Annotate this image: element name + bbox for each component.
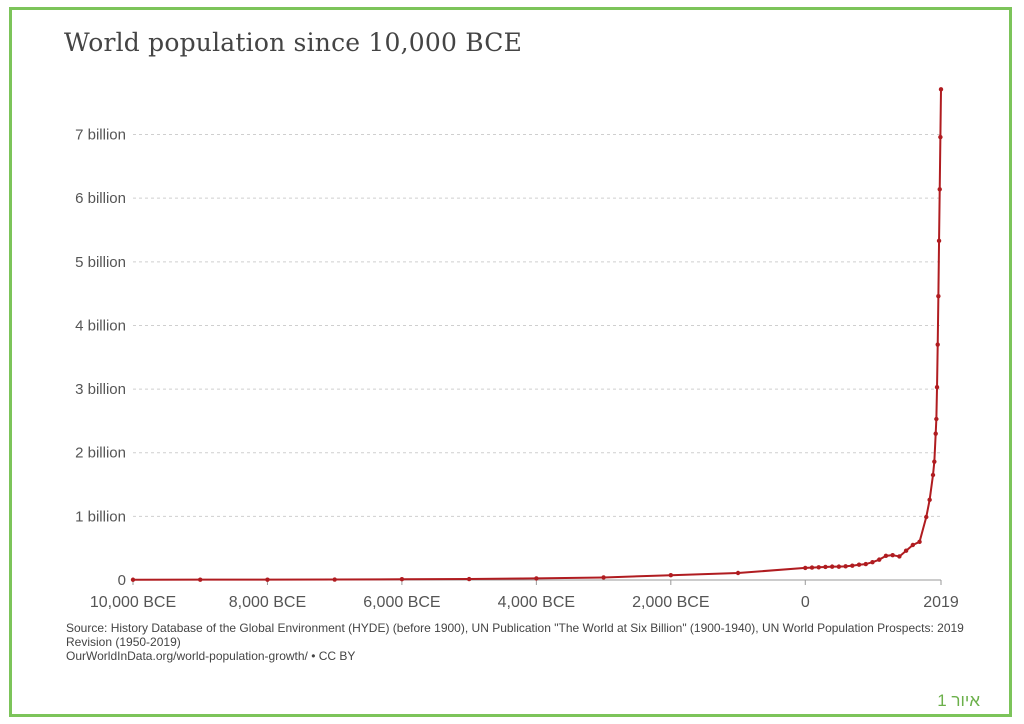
data-point: [937, 187, 942, 192]
data-point: [883, 553, 889, 559]
y-tick-label: 6 billion: [75, 190, 126, 207]
series-line: [132, 89, 942, 581]
data-point: [934, 416, 939, 422]
data-point: [934, 384, 940, 390]
data-point: [863, 561, 868, 567]
y-tick-label: 7 billion: [75, 127, 126, 144]
data-point: [917, 539, 922, 545]
data-point: [265, 577, 270, 582]
data-point: [198, 577, 203, 582]
data-point: [938, 134, 943, 140]
data-point: [910, 542, 916, 548]
data-point: [870, 559, 875, 565]
data-point: [927, 497, 932, 503]
y-tick-label: 3 billion: [75, 381, 126, 398]
y-tick-label: 0: [118, 572, 126, 589]
source-url: OurWorldInData.org/world-population-grow…: [66, 649, 356, 663]
x-tick-label: 4,000 BCE: [498, 594, 575, 611]
data-point: [938, 87, 944, 92]
data-point: [903, 548, 909, 553]
data-point: [399, 577, 405, 582]
x-tick-label: 6,000 BCE: [363, 594, 440, 611]
source-note: Source: History Database of the Global E…: [66, 621, 966, 663]
data-point: [930, 472, 936, 478]
figure-frame: [9, 7, 1012, 717]
data-point: [843, 564, 848, 569]
data-point: [829, 564, 835, 569]
data-point: [936, 293, 941, 299]
data-point: [932, 459, 937, 464]
x-tick-label: 10,000 BCE: [90, 594, 176, 611]
y-tick-label: 5 billion: [75, 254, 126, 271]
x-tick-label: 0: [801, 594, 810, 611]
data-point: [816, 565, 821, 570]
data-point: [936, 238, 942, 244]
data-point: [332, 577, 337, 582]
data-point: [850, 563, 855, 568]
data-point: [933, 431, 938, 436]
data-point: [534, 576, 539, 581]
data-point: [935, 342, 940, 347]
data-point: [601, 575, 606, 580]
source-text: Source: History Database of the Global E…: [66, 621, 964, 649]
chart-title: World population since 10,000 BCE: [64, 28, 523, 57]
data-point: [803, 565, 808, 571]
x-tick-label: 2019: [923, 594, 959, 611]
data-point: [668, 573, 674, 578]
data-point: [924, 514, 929, 520]
data-point: [466, 576, 472, 582]
data-point: [823, 564, 828, 570]
data-point: [897, 554, 902, 559]
data-point: [809, 565, 815, 570]
data-point: [877, 557, 882, 562]
y-tick-label: 4 billion: [75, 317, 126, 334]
y-tick-label: 1 billion: [75, 508, 126, 525]
data-point: [856, 562, 862, 567]
data-point: [130, 577, 136, 582]
data-point: [836, 564, 842, 569]
x-tick-label: 8,000 BCE: [229, 594, 306, 611]
y-tick-label: 2 billion: [75, 445, 126, 462]
x-tick-label: 2,000 BCE: [632, 594, 709, 611]
data-point: [735, 570, 741, 576]
data-point: [890, 552, 895, 558]
figure-label: איור 1: [937, 691, 980, 710]
